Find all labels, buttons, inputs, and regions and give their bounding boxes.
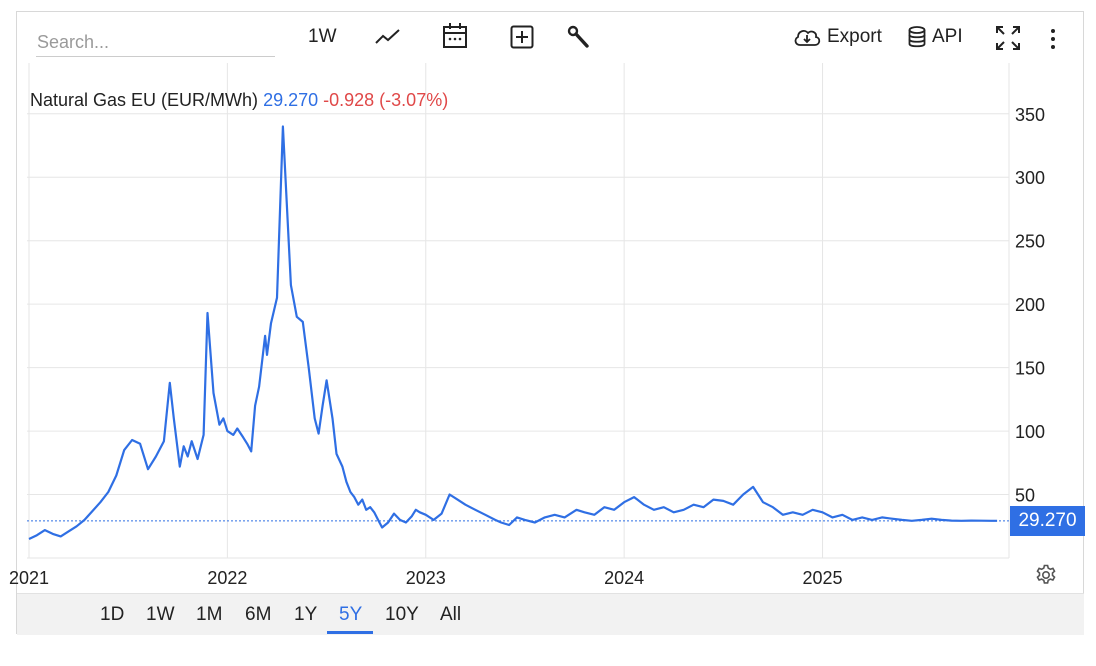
y-tick-label: 300 bbox=[1015, 168, 1045, 188]
chart-type-button[interactable] bbox=[374, 27, 402, 47]
range-1y[interactable]: 1Y bbox=[294, 604, 318, 625]
expand-icon bbox=[996, 26, 1020, 50]
add-indicator-button[interactable] bbox=[510, 25, 534, 49]
range-6m[interactable]: 6M bbox=[245, 604, 272, 625]
range-all[interactable]: All bbox=[440, 604, 462, 625]
y-tick-label: 200 bbox=[1015, 295, 1045, 315]
api-button[interactable]: API bbox=[908, 26, 963, 48]
chart-legend: Natural Gas EU (EUR/MWh) 29.270 -0.928 (… bbox=[30, 90, 448, 111]
x-tick-label: 2023 bbox=[406, 568, 446, 588]
more-menu-button[interactable] bbox=[1046, 27, 1060, 51]
y-tick-label: 350 bbox=[1015, 105, 1045, 125]
gear-icon bbox=[1036, 564, 1056, 584]
cloud-download-icon bbox=[794, 30, 821, 46]
y-tick-label: 100 bbox=[1015, 422, 1045, 442]
wrench-icon bbox=[567, 25, 589, 48]
x-tick-label: 2024 bbox=[604, 568, 644, 588]
x-tick-label: 2021 bbox=[9, 568, 49, 588]
date-range-button[interactable] bbox=[442, 22, 468, 50]
api-label: API bbox=[932, 26, 963, 47]
settings-tools-button[interactable] bbox=[567, 25, 591, 51]
chart-settings-button[interactable] bbox=[1035, 564, 1057, 586]
grid bbox=[27, 63, 1010, 559]
plus-square-icon bbox=[510, 25, 534, 49]
interval-label: 1W bbox=[308, 26, 337, 47]
legend-last-value: 29.270 bbox=[263, 90, 319, 110]
x-tick-label: 2022 bbox=[207, 568, 247, 588]
active-range-indicator bbox=[327, 631, 373, 634]
last-value-badge: 29.270 bbox=[1010, 505, 1085, 536]
y-axis: 50 100 150 200 250 300 350 bbox=[1015, 105, 1045, 506]
legend-series-name: Natural Gas EU (EUR/MWh) bbox=[30, 90, 259, 110]
fullscreen-button[interactable] bbox=[995, 25, 1021, 51]
y-tick-label: 150 bbox=[1015, 359, 1045, 379]
chart-panel bbox=[16, 11, 1084, 634]
price-line bbox=[28, 125, 998, 540]
range-1w[interactable]: 1W bbox=[146, 604, 175, 625]
more-vertical-icon bbox=[1051, 29, 1055, 49]
export-button[interactable]: Export bbox=[793, 26, 882, 48]
export-label: Export bbox=[827, 26, 882, 47]
range-1d[interactable]: 1D bbox=[100, 604, 125, 625]
y-tick-label: 50 bbox=[1015, 486, 1035, 506]
x-axis: 2021 2022 2023 2024 2025 bbox=[9, 568, 843, 588]
database-icon bbox=[908, 26, 926, 48]
x-tick-label: 2025 bbox=[802, 568, 842, 588]
calendar-icon bbox=[443, 23, 467, 48]
legend-change: -0.928 (-3.07%) bbox=[323, 90, 449, 110]
search-input[interactable] bbox=[36, 28, 275, 57]
range-5y[interactable]: 5Y bbox=[339, 604, 363, 625]
range-selector-bar bbox=[17, 593, 1084, 635]
range-1m[interactable]: 1M bbox=[196, 604, 223, 625]
interval-button[interactable]: 1W bbox=[308, 26, 337, 48]
y-tick-label: 250 bbox=[1015, 232, 1045, 252]
range-10y[interactable]: 10Y bbox=[385, 604, 419, 625]
line-chart-icon bbox=[375, 29, 400, 44]
